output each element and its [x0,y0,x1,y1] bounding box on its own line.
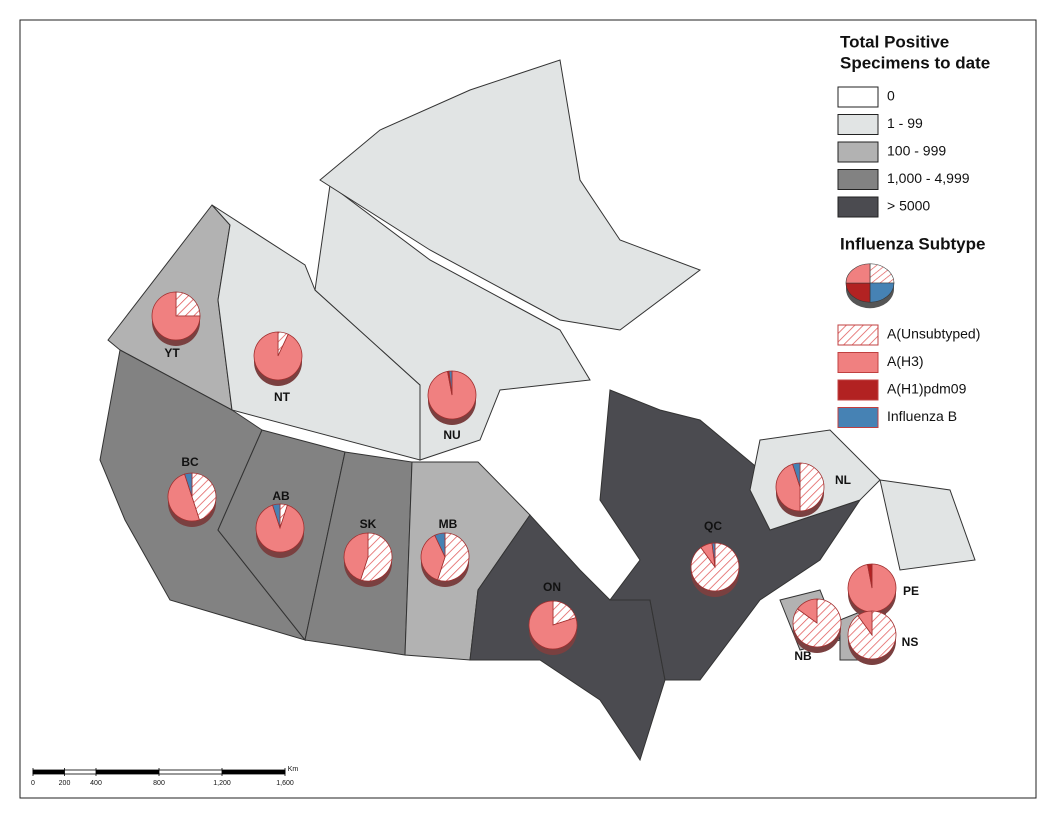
legend-label: A(Unsubtyped) [887,326,980,342]
pie-slice [191,472,217,521]
scale-segment [33,770,65,774]
pie-slice [184,472,193,498]
pie-slice [434,532,446,558]
region-label: NS [902,635,919,649]
legend-label: 1,000 - 4,999 [887,170,970,186]
scale-label: 1,200 [213,780,231,787]
legend-swatch [837,114,879,135]
region-label: NT [274,390,291,404]
subtype-title: Influenza Subtype [840,234,985,253]
legend-swatch [837,407,879,428]
sample-pie-slice [845,263,871,284]
province [879,479,976,571]
scale-unit: Km [288,766,299,773]
sample-pie-slice [869,282,895,303]
legend-label: 100 - 999 [887,143,946,159]
pie-slice [420,534,446,581]
legend-label: A(H3) [887,353,924,369]
pie-slice [711,542,716,568]
legend: Total Positive Specimens to date Influen… [837,32,990,428]
region-label: NL [835,473,851,487]
region-label: PE [903,584,919,598]
scale-label: 800 [153,780,165,787]
province [599,389,862,681]
region-label: NB [794,649,812,663]
province [314,184,591,461]
sample-pie-slice [869,263,895,284]
pie-slice [175,291,201,317]
region-label: QC [704,519,722,533]
pie-slice [253,331,303,381]
region-label: NU [443,428,460,442]
legend-swatch [837,379,879,401]
pie-slice [272,503,281,529]
region-label: SK [360,517,377,531]
sample-pie-slice [845,282,871,303]
region-label: MB [439,517,458,531]
region-label: AB [272,489,290,503]
scale-label: 1,600 [276,780,294,787]
pie-slice [255,504,305,553]
pie-slice [151,291,201,341]
region-label: YT [164,346,180,360]
pie-slice [792,462,801,488]
pie-slice [448,370,453,396]
legend-swatch [837,169,879,190]
pie-slice [360,532,393,582]
legend-label: > 5000 [887,198,930,214]
scale-label: 200 [59,780,71,787]
pie-slice [528,600,578,650]
scale-segment [222,770,285,774]
scale-bar: 0 200 400 800 1,200 1,600 Km [31,766,298,787]
pie-slice [437,532,470,582]
pie-slice [867,563,873,589]
legend-label: Influenza B [887,408,957,424]
legend-swatch [837,86,879,108]
legend-swatch [837,352,879,373]
province [319,59,702,331]
pie-slice [167,473,200,522]
region-label: ON [543,580,561,594]
legend-title: Specimens to date [840,53,990,72]
legend-swatch [837,196,879,218]
scale-label: 0 [31,780,35,787]
pie-slice [799,462,825,512]
scale-label: 400 [90,780,102,787]
scale-segment [96,770,159,774]
legend-label: A(H1)pdm09 [887,381,967,397]
region-label: BC [181,455,199,469]
pie-slice [857,610,873,637]
legend-swatch [837,324,879,346]
pie-slice [775,463,801,512]
legend-label: 0 [887,88,895,104]
pie-slice [797,598,818,624]
legend-label: 1 - 99 [887,115,923,131]
legend-title: Total Positive [840,32,949,51]
legend-swatch [837,141,879,163]
pie-slice [343,532,369,581]
pies: YT NT NU BC AB SK MB ON QC NL PE NB NS [151,291,919,665]
